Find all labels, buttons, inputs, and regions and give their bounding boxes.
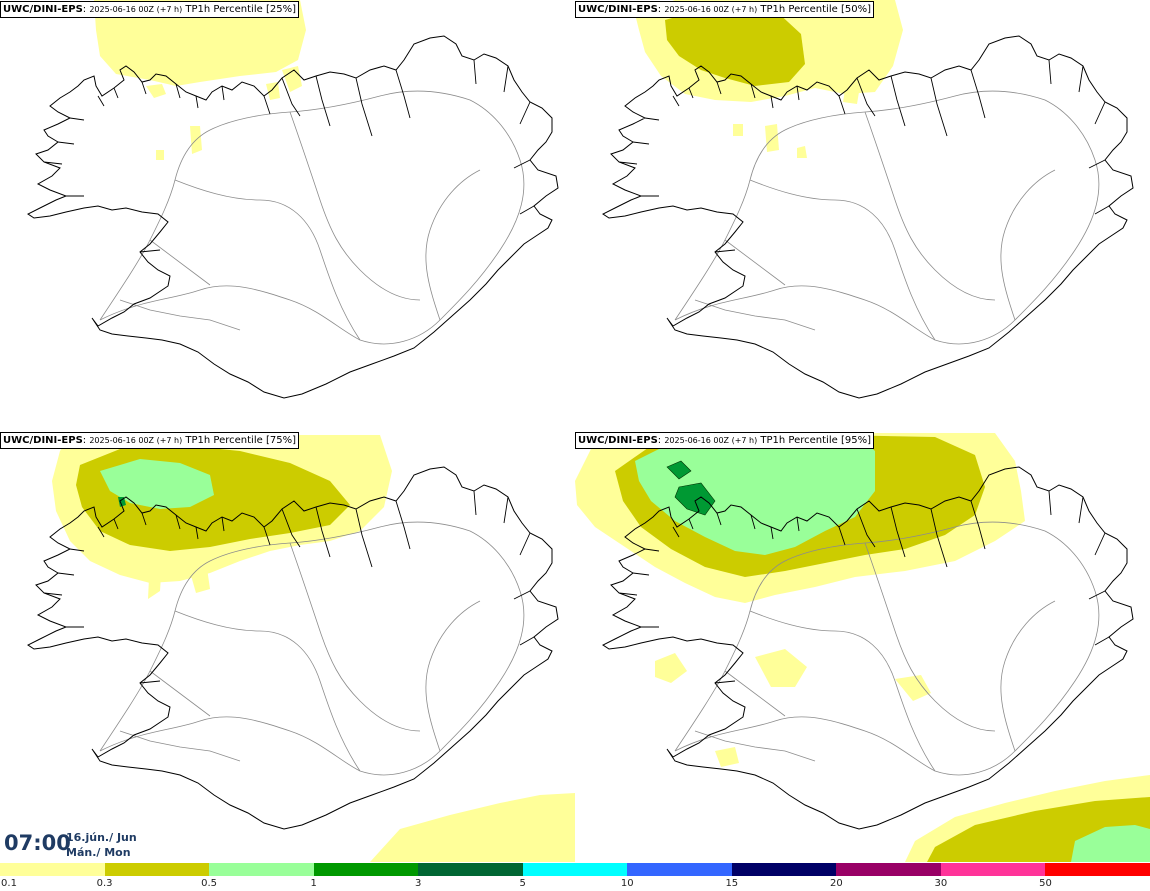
precip-area (733, 124, 743, 136)
legend-swatch (627, 863, 732, 876)
map-panel-p50: UWC/DINI-EPS: 2025-06-16 00Z (+7 h) TP1h… (575, 0, 1150, 431)
panel-title: UWC/DINI-EPS: 2025-06-16 00Z (+7 h) TP1h… (0, 1, 299, 18)
map-canvas (27, 435, 575, 862)
run-time: 2025-06-16 00Z (+7 h) (89, 436, 183, 445)
precip-fields (635, 0, 903, 158)
run-time: 2025-06-16 00Z (+7 h) (664, 436, 758, 445)
precip-area (1071, 825, 1150, 862)
legend-label: 20 (829, 878, 843, 889)
precip-fields (575, 433, 1150, 862)
model-name: UWC/DINI-EPS (3, 4, 83, 15)
legend-label: 10 (620, 878, 634, 889)
map-panel-p75: UWC/DINI-EPS: 2025-06-16 00Z (+7 h) TP1h… (0, 431, 575, 862)
precip-area (188, 561, 210, 593)
precip-area (797, 146, 807, 158)
run-time: 2025-06-16 00Z (+7 h) (89, 5, 183, 14)
precip-area (370, 793, 575, 862)
precip-area (266, 82, 280, 100)
map-canvas (575, 433, 1150, 862)
model-name: UWC/DINI-EPS (578, 435, 658, 446)
map-panel-p95: UWC/DINI-EPS: 2025-06-16 00Z (+7 h) TP1h… (575, 431, 1150, 862)
run-time: 2025-06-16 00Z (+7 h) (664, 5, 758, 14)
precip-area (895, 675, 931, 701)
legend-label: 0.1 (1, 878, 17, 889)
precip-area (282, 66, 302, 92)
precip-area (146, 84, 166, 98)
model-name: UWC/DINI-EPS (3, 435, 83, 446)
precip-area (100, 459, 214, 509)
precip-area (635, 433, 875, 555)
product-name: TP1h Percentile [25%] (185, 4, 296, 15)
legend-label: 0.3 (96, 878, 113, 889)
precip-area (148, 557, 162, 599)
map-canvas (602, 0, 1134, 399)
map-panel-p25: UWC/DINI-EPS: 2025-06-16 00Z (+7 h) TP1h… (0, 0, 575, 431)
legend-swatch (940, 863, 1046, 876)
precip-area (666, 460, 692, 480)
valid-time: 07:00 (4, 831, 71, 855)
valid-day-line: Mán./ Mon (66, 846, 131, 859)
panel-title: UWC/DINI-EPS: 2025-06-16 00Z (+7 h) TP1h… (575, 1, 874, 18)
valid-date-line: 16.jún./ Jun (66, 831, 137, 844)
precip-area (118, 497, 126, 507)
map-canvas (27, 0, 559, 399)
legend-swatch (731, 863, 837, 876)
legend-label: 30 (934, 878, 948, 889)
precip-area (715, 747, 739, 767)
precip-area (156, 150, 164, 160)
valid-date: 16.jún./ Jun Mán./ Mon (66, 830, 137, 860)
legend-swatch (522, 863, 628, 876)
precip-area (94, 0, 306, 86)
legend-label: 3 (414, 878, 422, 889)
product-name: TP1h Percentile [75%] (185, 435, 296, 446)
precip-area (843, 90, 859, 104)
legend-label: 15 (725, 878, 739, 889)
precip-area (765, 124, 779, 152)
legend-label: 1 (310, 878, 317, 889)
legend-swatch (836, 863, 941, 876)
legend-swatch (313, 863, 419, 876)
valid-time-box: 07:00 16.jún./ Jun Mán./ Mon (0, 826, 137, 862)
panel-title: UWC/DINI-EPS: 2025-06-16 00Z (+7 h) TP1h… (575, 432, 874, 449)
color-legend: 0.1 0.3 0.5 1 3 5 10 15 20 30 50 (0, 862, 1150, 891)
legend-bar (0, 863, 1150, 876)
panel-title: UWC/DINI-EPS: 2025-06-16 00Z (+7 h) TP1h… (0, 432, 299, 449)
precip-area (665, 6, 805, 86)
legend-swatch (418, 863, 523, 876)
precip-fields (52, 435, 575, 862)
legend-label: 0.5 (201, 878, 218, 889)
precip-area (755, 649, 807, 687)
legend-swatch (104, 863, 210, 876)
legend-swatch (209, 863, 314, 876)
legend-swatch (1045, 863, 1150, 876)
product-name: TP1h Percentile [50%] (760, 4, 871, 15)
product-name: TP1h Percentile [95%] (760, 435, 871, 446)
legend-label: 50 (1039, 878, 1052, 889)
legend-label: 5 (519, 878, 526, 889)
legend-swatch (0, 863, 105, 876)
precip-area (655, 653, 687, 683)
model-name: UWC/DINI-EPS (578, 4, 658, 15)
precip-area (674, 482, 716, 516)
